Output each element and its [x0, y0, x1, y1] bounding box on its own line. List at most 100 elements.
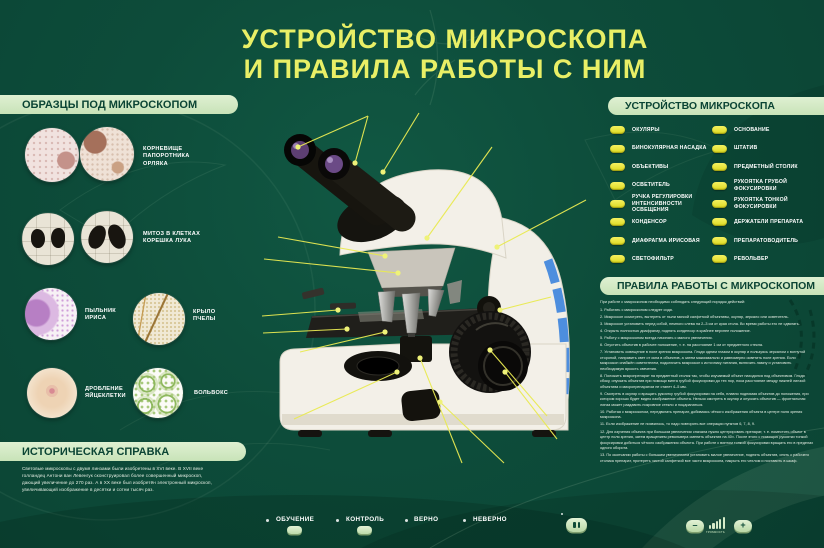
specimen-image-fern-rhizome-1 — [25, 128, 79, 182]
parts-grid: ОКУЛЯРЫ БИНОКУЛЯРНАЯ НАСАДКА ОБЪЕКТИВЫ О… — [610, 121, 818, 269]
part-label: ШТАТИВ — [734, 145, 758, 152]
part-button[interactable] — [712, 163, 727, 172]
part-row: ОСНОВАНИЕ — [712, 121, 818, 139]
pause-icon — [573, 522, 576, 528]
part-row: РУЧКА РЕГУЛИРОВКИ ИНТЕНСИВНОСТИ ОСВЕЩЕНИ… — [610, 194, 712, 214]
specimen-image-volvox — [133, 368, 183, 418]
page-title-line2: И ПРАВИЛА РАБОТЫ С НИМ — [243, 54, 647, 85]
part-button[interactable] — [610, 236, 625, 245]
history-text: Световые микроскопы с двумя линзами были… — [22, 466, 212, 492]
incorrect-label: НЕВЕРНО — [473, 516, 507, 523]
rule-item: 3. Микроскоп установить перед собой, нем… — [600, 321, 800, 326]
page-title: УСТРОЙСТВО МИКРОСКОПА И ПРАВИЛА РАБОТЫ С… — [212, 24, 678, 84]
part-row: ОКУЛЯРЫ — [610, 121, 712, 139]
control-mode-button[interactable] — [357, 526, 372, 534]
part-button[interactable] — [610, 144, 625, 153]
part-button[interactable] — [712, 218, 727, 227]
part-row: ШТАТИВ — [712, 139, 818, 157]
part-row: РУКОЯТКА ТОНКОЙ ФОКУСИРОВКИ — [712, 195, 818, 213]
rule-item: 1. Работать с микроскопом следует сидя. — [600, 307, 673, 312]
specimen-image-bee-wing — [133, 293, 185, 345]
part-button[interactable] — [712, 126, 727, 135]
part-label: СВЕТОФИЛЬТР — [632, 256, 674, 263]
part-row: БИНОКУЛЯРНАЯ НАСАДКА — [610, 139, 712, 157]
part-button[interactable] — [712, 199, 727, 208]
rule-item: 10. Работая с микроскопом, передвигать п… — [600, 409, 803, 420]
rule-item: 6. Опустить объектив в рабочее положение… — [600, 342, 764, 347]
rule-item: 9. Смотреть в окуляр и вращать рукоятку … — [600, 391, 809, 407]
part-label: ОБЪЕКТИВЫ — [632, 163, 669, 170]
control-mode-label: КОНТРОЛЬ — [346, 516, 385, 523]
specimen-image-egg-cleavage — [27, 368, 77, 418]
training-led-indicator — [266, 519, 269, 522]
part-label: ОСНОВАНИЕ — [734, 126, 770, 133]
part-label: КОНДЕНСОР — [632, 219, 667, 226]
structure-panel-header: УСТРОЙСТВО МИКРОСКОПА — [608, 97, 824, 115]
part-button[interactable] — [712, 181, 727, 190]
part-label: ДИАФРАГМА ИРИСОВАЯ — [632, 237, 700, 244]
part-button[interactable] — [712, 144, 727, 153]
rule-item: 8. Положить микропрепарат на предметный … — [600, 373, 806, 389]
part-label: БИНОКУЛЯРНАЯ НАСАДКА — [632, 145, 707, 152]
part-button[interactable] — [610, 181, 625, 190]
part-row: РЕВОЛЬВЕР — [712, 250, 818, 268]
rule-item: 13. По окончании работы с большим увелич… — [600, 453, 810, 463]
part-label: ОКУЛЯРЫ — [632, 126, 660, 133]
part-button[interactable] — [610, 199, 625, 208]
rule-item: 12. Для изучения объекта при большом уве… — [600, 429, 814, 451]
part-row: КОНДЕНСОР — [610, 213, 712, 231]
rule-item: 5. Работу с микроскопом всегда начинать … — [600, 335, 713, 340]
specimen-image-mitosis-2 — [81, 211, 133, 263]
control-led-indicator — [336, 519, 339, 522]
rules-intro: При работе с микроскопом необходимо собл… — [600, 300, 746, 304]
part-row: СВЕТОФИЛЬТР — [610, 250, 712, 268]
samples-panel-header: ОБРАЗЦЫ ПОД МИКРОСКОПОМ — [0, 95, 238, 114]
volume-down-button[interactable]: – — [686, 520, 704, 532]
parts-column-right: ОСНОВАНИЕ ШТАТИВ ПРЕДМЕТНЫЙ СТОЛИК РУКОЯ… — [712, 121, 818, 269]
rules-text-block: При работе с микроскопом необходимо собл… — [600, 300, 814, 466]
pause-button[interactable] — [566, 518, 587, 532]
part-row: ПРЕПАРАТОВОДИТЕЛЬ — [712, 232, 818, 250]
part-row: РУКОЯТКА ГРУБОЙ ФОКУСИРОВКИ — [712, 176, 818, 194]
rule-item: 11. Если изображение не появилось, то на… — [600, 422, 756, 427]
part-label: ПРЕПАРАТОВОДИТЕЛЬ — [734, 237, 799, 244]
specimen-image-iris-anther — [25, 288, 77, 340]
training-mode-button[interactable] — [287, 526, 302, 534]
part-button[interactable] — [610, 218, 625, 227]
part-button[interactable] — [712, 236, 727, 245]
part-label: РУЧКА РЕГУЛИРОВКИ ИНТЕНСИВНОСТИ ОСВЕЩЕНИ… — [632, 194, 693, 214]
part-button[interactable] — [712, 255, 727, 264]
pause-led-indicator — [561, 513, 563, 515]
specimen-label: ДРОБЛЕНИЕ ЯЙЦЕКЛЕТКИ — [85, 386, 126, 400]
part-label: РУКОЯТКА ТОНКОЙ ФОКУСИРОВКИ — [734, 197, 788, 210]
specimen-label: ВОЛЬВОКС — [194, 390, 229, 396]
correct-label: ВЕРНО — [414, 516, 439, 523]
part-row: ДЕРЖАТЕЛИ ПРЕПАРАТА — [712, 213, 818, 231]
part-button[interactable] — [610, 163, 625, 172]
part-label: РУКОЯТКА ГРУБОЙ ФОКУСИРОВКИ — [734, 179, 788, 192]
specimen-label: МИТОЗ В КЛЕТКАХ КОРЕШКА ЛУКА — [143, 231, 201, 245]
part-row: ДИАФРАГМА ИРИСОВАЯ — [610, 232, 712, 250]
correct-led-indicator — [405, 519, 408, 522]
history-panel-header: ИСТОРИЧЕСКАЯ СПРАВКА — [0, 442, 246, 461]
part-row: ОБЪЕКТИВЫ — [610, 158, 712, 176]
specimen-label: КОРНЕВИЩЕ ПАПОРОТНИКА ОРЛЯКА — [143, 146, 190, 167]
specimen-label: КРЫЛО ПЧЕЛЫ — [193, 309, 216, 323]
part-label: ОСВЕТИТЕЛЬ — [632, 182, 670, 189]
page-title-line1: УСТРОЙСТВО МИКРОСКОПА — [241, 24, 649, 54]
part-label: ПРЕДМЕТНЫЙ СТОЛИК — [734, 163, 798, 170]
volume-up-button[interactable]: + — [734, 520, 752, 532]
microscope-illustration — [279, 134, 570, 437]
part-button[interactable] — [610, 255, 625, 264]
rule-item: 2. Микроскоп осмотреть, вытереть от пыли… — [600, 314, 789, 319]
volume-bars-icon — [709, 517, 725, 529]
training-mode-label: ОБУЧЕНИЕ — [276, 516, 315, 523]
rule-item: 4. Открыть полностью диафрагму, поднять … — [600, 328, 751, 333]
part-label: РЕВОЛЬВЕР — [734, 256, 769, 263]
part-label: ДЕРЖАТЕЛИ ПРЕПАРАТА — [734, 219, 804, 226]
rule-item: 7. Установить освещение в поле зрения ми… — [600, 350, 806, 371]
specimen-image-fern-rhizome-2 — [80, 127, 134, 181]
part-button[interactable] — [610, 126, 625, 135]
rules-panel-header: ПРАВИЛА РАБОТЫ С МИКРОСКОПОМ — [600, 277, 824, 295]
